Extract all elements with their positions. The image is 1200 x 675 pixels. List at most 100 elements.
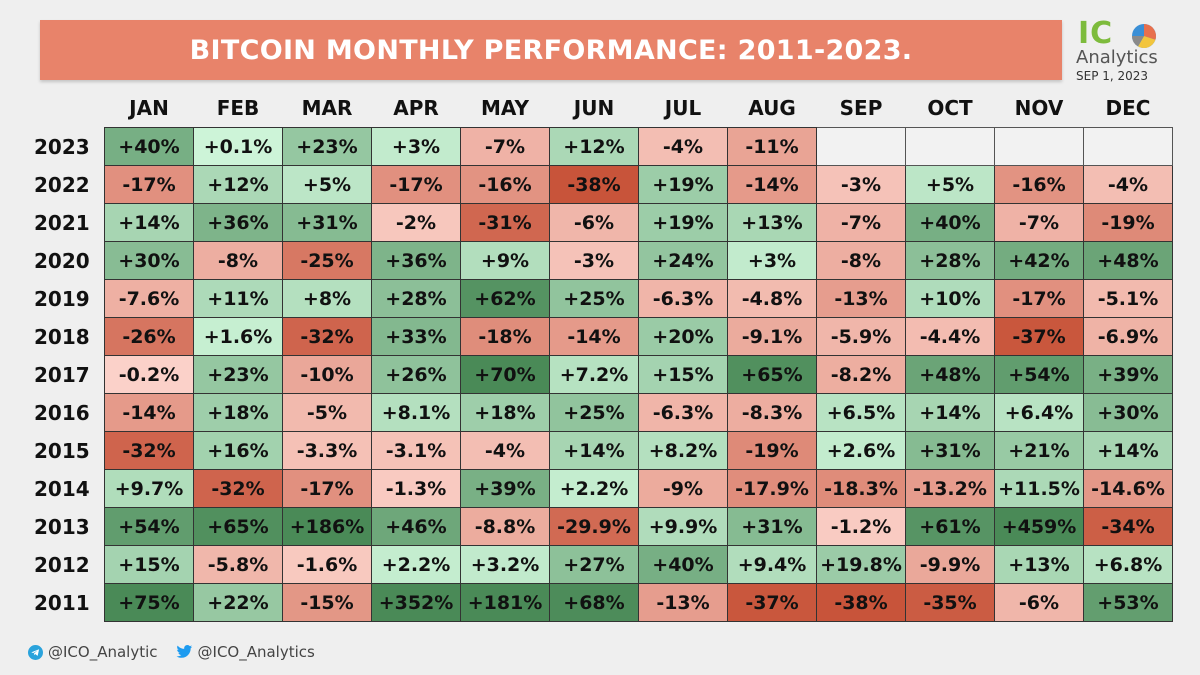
performance-cell: -13% xyxy=(638,583,728,622)
performance-cell: +54% xyxy=(104,507,194,546)
logo-wordmark: ICO xyxy=(1078,18,1140,50)
performance-cell: +3% xyxy=(371,127,461,166)
year-row: 2017 -0.2% +23% -10% +26% +70% +7.2% +15% +65% -8… xyxy=(30,355,1173,394)
performance-cell: -3% xyxy=(816,165,906,204)
performance-cell: +9% xyxy=(460,241,550,280)
logo-subtitle: Analytics xyxy=(1076,47,1158,68)
performance-cell: +23% xyxy=(282,127,372,166)
performance-cell: -31% xyxy=(460,203,550,242)
performance-cell: -18.3% xyxy=(816,469,906,508)
year-row: 2013 +54% +65% +186% +46% -8.8% -29.9% +9.9% +31… xyxy=(30,507,1173,546)
performance-cell: +54% xyxy=(994,355,1084,394)
performance-cell: +11.5% xyxy=(994,469,1084,508)
performance-cell: +39% xyxy=(460,469,550,508)
year-label: 2011 xyxy=(34,590,90,615)
telegram-handle-text: @ICO_Analytic xyxy=(48,643,158,661)
performance-cell: -8.8% xyxy=(460,507,550,546)
performance-cell: +18% xyxy=(460,393,550,432)
performance-cell: +19.8% xyxy=(816,545,906,584)
performance-cell: +62% xyxy=(460,279,550,318)
performance-cell: -7.6% xyxy=(104,279,194,318)
month-header: NOV xyxy=(1014,96,1064,120)
year-label: 2022 xyxy=(34,172,90,197)
year-row: 2020 +30% -8% -25% +36% +9% -3% +24% +3% -8% +28% +… xyxy=(30,241,1173,280)
telegram-handle[interactable]: @ICO_Analytic xyxy=(28,643,158,661)
empty-cell xyxy=(816,127,906,166)
performance-cell: +19% xyxy=(638,203,728,242)
performance-cell: -18% xyxy=(460,317,550,356)
performance-cell: +14% xyxy=(1083,431,1173,470)
performance-cell: +3% xyxy=(727,241,817,280)
year-label: 2023 xyxy=(34,134,90,159)
month-header: APR xyxy=(393,96,439,120)
performance-cell: -14% xyxy=(727,165,817,204)
performance-cell: -26% xyxy=(104,317,194,356)
performance-cell: +12% xyxy=(549,127,639,166)
performance-cell: +68% xyxy=(549,583,639,622)
performance-cell: -4.4% xyxy=(905,317,995,356)
performance-heatmap: JAN FEB MAR APR MAY JUN JUL AUG SEP OCT NOV DEC 202… xyxy=(30,89,1173,622)
performance-cell: +14% xyxy=(905,393,995,432)
performance-cell: -2% xyxy=(371,203,461,242)
performance-cell: -14% xyxy=(104,393,194,432)
empty-cell xyxy=(905,127,995,166)
performance-cell: -6.3% xyxy=(638,393,728,432)
performance-cell: -17.9% xyxy=(727,469,817,508)
pie-logo-icon xyxy=(1132,24,1156,48)
performance-cell: -14.6% xyxy=(1083,469,1173,508)
performance-cell: -4.8% xyxy=(727,279,817,318)
performance-cell: -37% xyxy=(994,317,1084,356)
performance-cell: +0.1% xyxy=(193,127,283,166)
performance-cell: -34% xyxy=(1083,507,1173,546)
performance-cell: +65% xyxy=(727,355,817,394)
year-row: 2012 +15% -5.8% -1.6% +2.2% +3.2% +27% +40% +9.4… xyxy=(30,545,1173,584)
performance-cell: -1.2% xyxy=(816,507,906,546)
month-header: FEB xyxy=(216,96,260,120)
performance-cell: +26% xyxy=(371,355,461,394)
performance-cell: +22% xyxy=(193,583,283,622)
performance-cell: -0.2% xyxy=(104,355,194,394)
performance-cell: -17% xyxy=(994,279,1084,318)
performance-cell: -11% xyxy=(727,127,817,166)
telegram-icon xyxy=(28,644,43,660)
performance-cell: -8.2% xyxy=(816,355,906,394)
performance-cell: +16% xyxy=(193,431,283,470)
performance-cell: +61% xyxy=(905,507,995,546)
performance-cell: +70% xyxy=(460,355,550,394)
performance-cell: +18% xyxy=(193,393,283,432)
performance-cell: -3.1% xyxy=(371,431,461,470)
performance-cell: +5% xyxy=(905,165,995,204)
performance-cell: +11% xyxy=(193,279,283,318)
year-label: 2014 xyxy=(34,476,90,501)
twitter-bird-icon xyxy=(176,645,192,658)
year-row: 2019 -7.6% +11% +8% +28% +62% +25% -6.3% -4.8% -1… xyxy=(30,279,1173,318)
performance-cell: +3.2% xyxy=(460,545,550,584)
year-row: 2018 -26% +1.6% -32% +33% -18% -14% +20% -9.1% -5… xyxy=(30,317,1173,356)
performance-cell: -19% xyxy=(727,431,817,470)
month-header: JUL xyxy=(664,96,702,120)
performance-cell: -4% xyxy=(638,127,728,166)
performance-cell: -9% xyxy=(638,469,728,508)
performance-cell: +9.9% xyxy=(638,507,728,546)
performance-cell: -6% xyxy=(994,583,1084,622)
performance-cell: +48% xyxy=(1083,241,1173,280)
performance-cell: -4% xyxy=(1083,165,1173,204)
performance-cell: +9.4% xyxy=(727,545,817,584)
performance-cell: +31% xyxy=(905,431,995,470)
performance-cell: +48% xyxy=(905,355,995,394)
performance-cell: +12% xyxy=(193,165,283,204)
twitter-handle[interactable]: @ICO_Analytics xyxy=(176,643,315,661)
footer: @ICO_Analytic @ICO_Analytics xyxy=(28,643,333,661)
performance-cell: +21% xyxy=(994,431,1084,470)
performance-cell: -6% xyxy=(549,203,639,242)
month-header: JAN xyxy=(129,96,169,120)
year-label: 2015 xyxy=(34,438,90,463)
performance-cell: +27% xyxy=(549,545,639,584)
performance-cell: -9.9% xyxy=(905,545,995,584)
twitter-handle-text: @ICO_Analytics xyxy=(197,643,315,661)
performance-cell: +5% xyxy=(282,165,372,204)
month-header: OCT xyxy=(927,96,973,120)
year-row: 2021 +14% +36% +31% -2% -31% -6% +19% +13% -7% +40… xyxy=(30,203,1173,242)
performance-cell: -6.3% xyxy=(638,279,728,318)
performance-cell: +31% xyxy=(727,507,817,546)
